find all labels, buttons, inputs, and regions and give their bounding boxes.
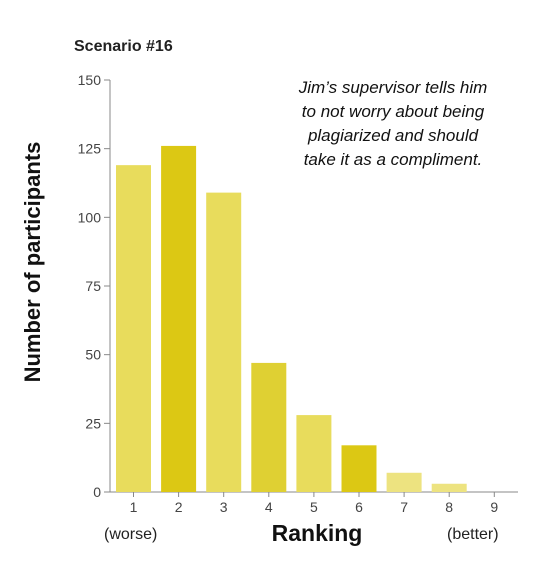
y-tick-label: 25 [85, 415, 101, 431]
bar [251, 362, 287, 492]
chart-title: Scenario #16 [74, 38, 173, 55]
x-tick-label: 5 [310, 499, 318, 515]
y-tick-label: 150 [78, 72, 102, 88]
x-tick-label: 3 [220, 499, 228, 515]
bar [386, 472, 422, 492]
bar [296, 415, 332, 492]
y-tick-label: 50 [85, 347, 101, 363]
x-tick-label: 4 [265, 499, 273, 515]
x-axis-label: Ranking [271, 520, 363, 546]
y-tick-label: 125 [78, 141, 102, 157]
bar [206, 192, 242, 492]
x-tick-label: 2 [175, 499, 183, 515]
y-tick-label: 100 [78, 209, 102, 225]
y-tick-label: 75 [85, 278, 101, 294]
bar [341, 445, 377, 492]
y-tick-label: 0 [93, 484, 101, 500]
x-tick-label: 1 [130, 499, 138, 515]
bar [161, 145, 197, 493]
scenario-annotation: Jim’s supervisor tells him to not worry … [298, 78, 488, 169]
x-left-label: (worse) [104, 526, 158, 543]
x-tick-label: 9 [490, 499, 498, 515]
x-tick-label: 8 [445, 499, 453, 515]
bar [116, 165, 151, 492]
x-right-label: (better) [447, 526, 499, 543]
bar [431, 483, 467, 492]
x-tick-label: 7 [400, 499, 408, 515]
x-tick-label: 6 [355, 499, 363, 515]
